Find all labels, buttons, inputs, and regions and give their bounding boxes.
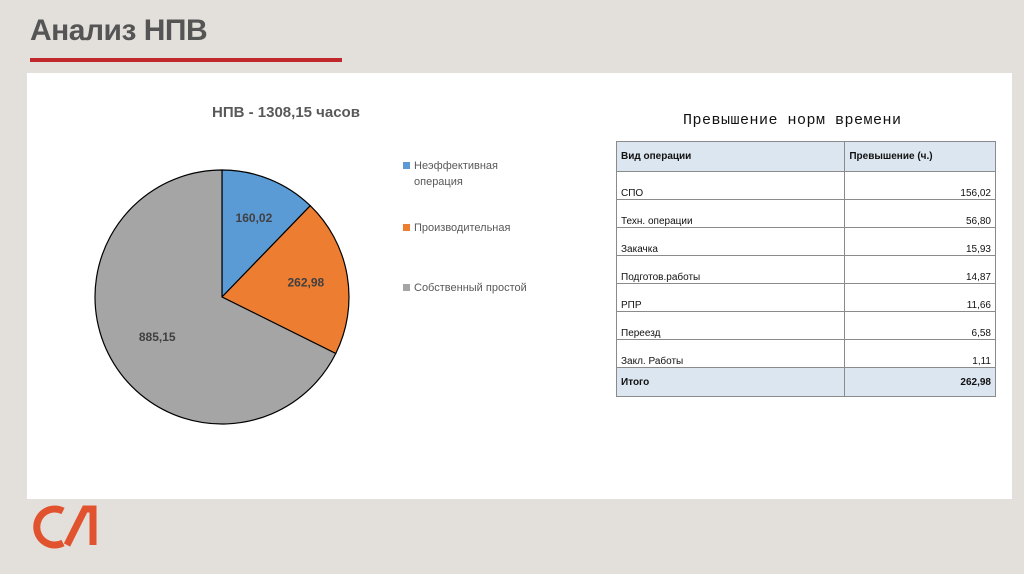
slice-value-label: 160,02 [236, 211, 273, 225]
value-cell: 1,11 [844, 339, 996, 368]
table-title: Превышение норм времени [683, 112, 902, 129]
pie-slice [220, 204, 350, 355]
pie-slice [221, 169, 312, 299]
legend-label: Собственный простой [414, 282, 527, 294]
value-cell: 156,02 [844, 171, 996, 200]
table-header-row: Вид операции Превышение (ч.) [615, 141, 996, 172]
operation-cell: РПР [615, 283, 846, 312]
operation-cell: СПО [615, 171, 846, 200]
operation-cell: Закл. Работы [615, 339, 846, 368]
operation-cell: Закачка [615, 227, 846, 256]
operation-cell: Подготов.работы [615, 255, 846, 284]
legend-swatch [403, 284, 410, 291]
value-cell: 14,87 [844, 255, 996, 284]
table-row: Переезд 6,58 [615, 311, 996, 340]
table-row: Закачка 15,93 [615, 227, 996, 256]
value-cell: 56,80 [844, 199, 996, 228]
table-total-row: Итого 262,98 [615, 367, 996, 397]
total-label-cell: Итого [615, 367, 846, 397]
legend-label: Неэффективная операция [414, 160, 499, 188]
legend-swatch [403, 224, 410, 231]
value-cell: 6,58 [844, 311, 996, 340]
page-title: Анализ НПВ [30, 14, 208, 47]
table-row: СПО 156,02 [615, 171, 996, 200]
slice-value-label: 262,98 [288, 276, 325, 290]
total-value-cell: 262,98 [844, 367, 996, 397]
column-header: Вид операции [615, 141, 846, 172]
table-row: Закл. Работы 1,11 [615, 339, 996, 368]
value-cell: 15,93 [844, 227, 996, 256]
pie-slice [94, 169, 337, 425]
norms-table: Вид операции Превышение (ч.) СПО 156,02 Т… [615, 141, 996, 397]
operation-cell: Техн. операции [615, 199, 846, 228]
operation-cell: Переезд [615, 311, 846, 340]
value-cell: 11,66 [844, 283, 996, 312]
table-row: РПР 11,66 [615, 283, 996, 312]
slice-value-label: 885,15 [139, 330, 176, 344]
chart-title: НПВ - 1308,15 часов [212, 104, 360, 121]
legend-swatch [403, 162, 410, 169]
column-header: Превышение (ч.) [844, 141, 996, 172]
logo-icon [33, 505, 97, 549]
legend-label: Производительная [414, 222, 511, 234]
table-row: Техн. операции 56,80 [615, 199, 996, 228]
table-row: Подготов.работы 14,87 [615, 255, 996, 284]
title-underline [30, 58, 342, 62]
